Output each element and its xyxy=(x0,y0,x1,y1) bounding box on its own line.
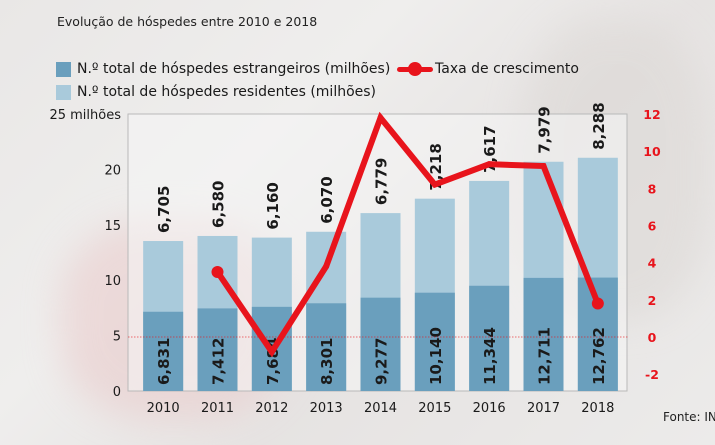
right-axis-tick-label: 4 xyxy=(648,256,657,271)
bar-estrangeiros xyxy=(523,277,564,391)
x-axis-tick-label: 2012 xyxy=(255,401,288,416)
chart-title: Evolução de hóspedes entre 2010 e 2018 xyxy=(57,14,318,29)
growth-rate-point xyxy=(211,265,224,278)
left-axis-tick-label: 20 xyxy=(104,163,121,178)
legend-swatch-estrangeiros xyxy=(56,61,71,77)
right-axis-tick-label: 10 xyxy=(643,144,661,159)
left-axis-tick-label: 5 xyxy=(113,330,121,345)
growth-rate-point xyxy=(323,263,330,270)
growth-rate-point xyxy=(268,348,275,355)
bar-estrangeiros xyxy=(306,303,347,391)
data-label-estrangeiros: 12,711 xyxy=(536,327,554,385)
bar-estrangeiros xyxy=(197,308,238,391)
x-axis-tick-label: 2016 xyxy=(473,401,506,416)
source-note: Fonte: INE xyxy=(663,410,715,424)
growth-rate-point xyxy=(486,161,493,168)
right-axis-tick-label: 2 xyxy=(648,293,657,308)
data-label-residentes: 6,705 xyxy=(155,186,173,233)
data-label-estrangeiros: 10,140 xyxy=(427,327,445,385)
growth-rate-point xyxy=(540,163,547,170)
right-axis-tick-label: -2 xyxy=(645,367,659,382)
left-axis-tick-label: 25 milhões xyxy=(49,108,121,123)
legend-label: N.º total de hóspedes estrangeiros (milh… xyxy=(77,61,391,77)
data-label-residentes: 7,617 xyxy=(481,125,499,172)
bar-estrangeiros xyxy=(143,311,184,391)
x-axis-tick-label: 2014 xyxy=(364,401,397,416)
growth-rate-point xyxy=(431,181,438,188)
legend-item-taxa: Taxa de crescimento xyxy=(397,61,579,77)
x-axis-tick-label: 2011 xyxy=(201,401,234,416)
legend-line-marker-icon xyxy=(397,62,433,76)
legend-item-estrangeiros: N.º total de hóspedes estrangeiros (milh… xyxy=(56,61,390,77)
right-axis-tick-label: 6 xyxy=(648,219,657,234)
left-axis-tick-label: 15 xyxy=(104,219,121,234)
right-axis-tick-label: 0 xyxy=(648,330,657,345)
data-label-residentes: 7,979 xyxy=(536,106,554,153)
data-label-estrangeiros: 8,301 xyxy=(318,338,336,385)
bar-estrangeiros xyxy=(469,285,510,391)
data-label-residentes: 8,288 xyxy=(590,102,608,149)
x-axis-tick-label: 2010 xyxy=(147,401,180,416)
legend-label: N.º total de hóspedes residentes (milhõe… xyxy=(77,84,377,100)
data-label-estrangeiros: 7,412 xyxy=(210,338,228,385)
bar-estrangeiros xyxy=(360,297,401,391)
data-label-residentes: 6,160 xyxy=(264,182,282,229)
data-label-residentes: 6,070 xyxy=(318,176,336,223)
data-label-residentes: 6,779 xyxy=(373,158,391,205)
data-label-estrangeiros: 12,762 xyxy=(590,327,608,385)
x-axis-tick-label: 2017 xyxy=(527,401,560,416)
growth-rate-point xyxy=(591,297,604,310)
data-label-estrangeiros: 6,831 xyxy=(155,338,173,385)
data-label-estrangeiros: 11,344 xyxy=(481,327,499,385)
growth-rate-point xyxy=(377,114,384,121)
right-axis-tick-label: 12 xyxy=(643,107,660,122)
x-axis-tick-label: 2018 xyxy=(581,401,614,416)
x-axis-tick-label: 2015 xyxy=(418,401,451,416)
legend-item-residentes: N.º total de hóspedes residentes (milhõe… xyxy=(56,84,376,100)
right-axis-tick-label: 8 xyxy=(648,181,657,196)
bar-estrangeiros xyxy=(414,292,455,391)
growth-rate-line xyxy=(214,111,601,358)
legend-swatch-residentes xyxy=(56,84,71,100)
left-axis-tick-label: 0 xyxy=(113,385,121,400)
data-label-estrangeiros: 9,277 xyxy=(373,338,391,385)
left-axis-tick-label: 10 xyxy=(104,274,121,289)
legend-label: Taxa de crescimento xyxy=(435,61,579,77)
data-label-residentes: 6,580 xyxy=(210,181,228,228)
x-axis-tick-label: 2013 xyxy=(310,401,343,416)
